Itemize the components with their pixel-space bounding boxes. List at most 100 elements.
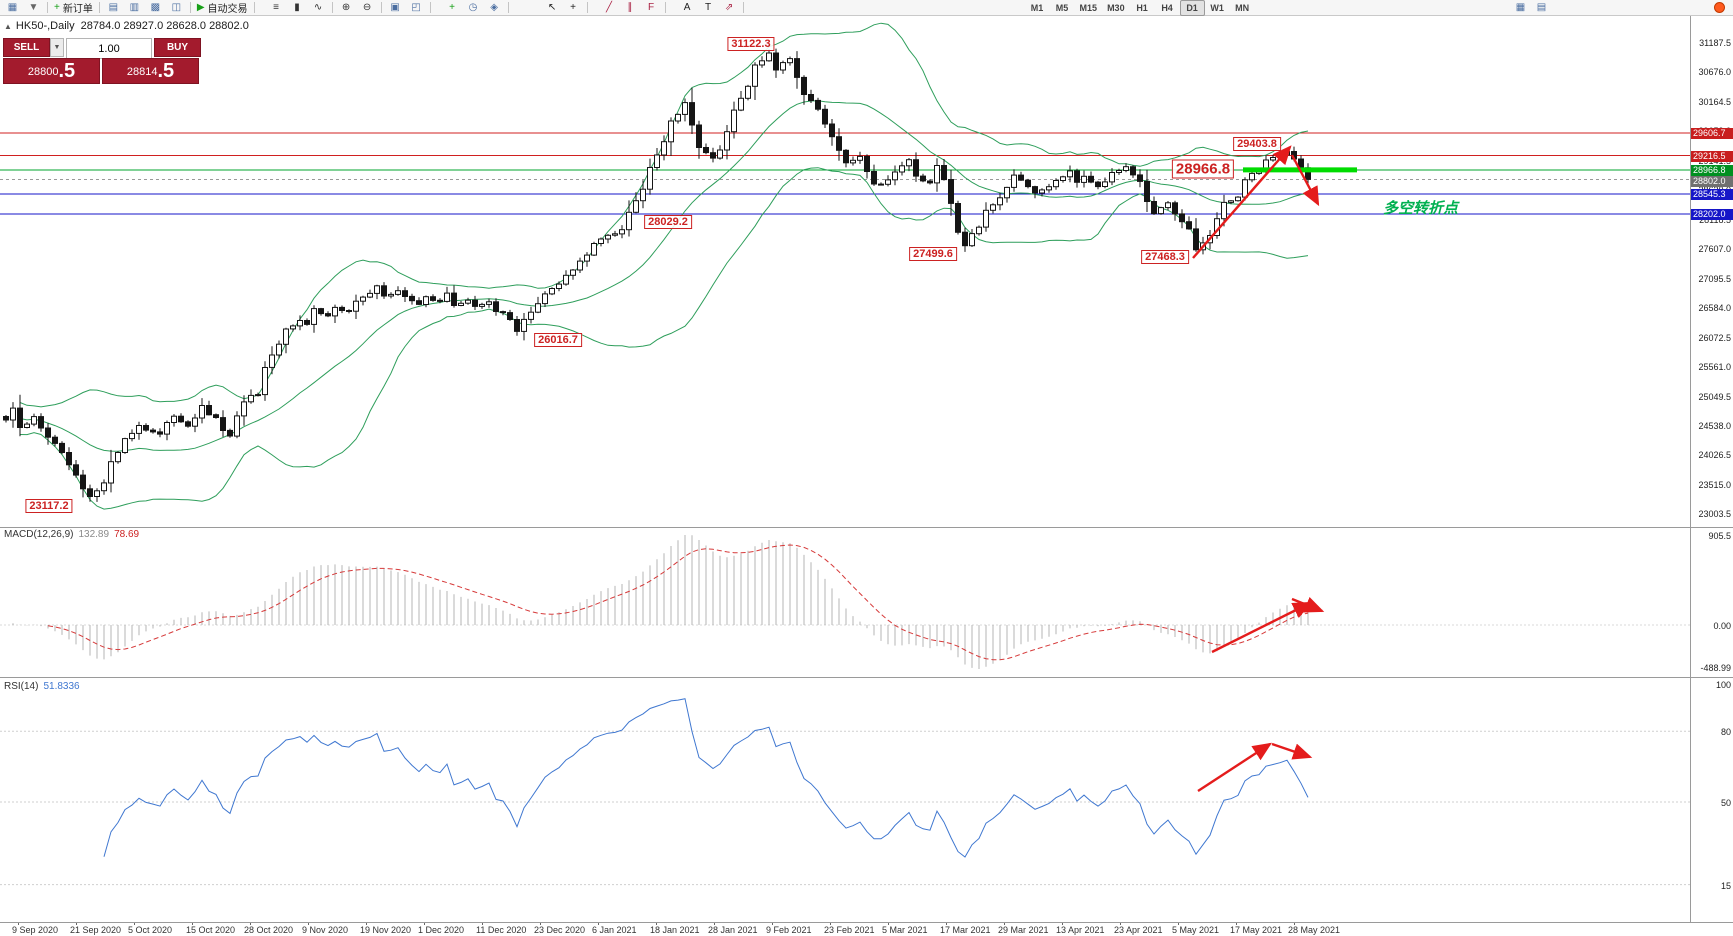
price-axis[interactable]: 905.5 0.00 -488.99 100 80 50 15 31187.5 30676.0 3… bbox=[1691, 16, 1733, 922]
buy-price-button[interactable]: 28814.5 bbox=[102, 58, 199, 84]
price-callout-28966.8[interactable]: 28966.8 bbox=[1171, 159, 1235, 179]
trend-arrow[interactable] bbox=[1197, 742, 1273, 793]
buy-button[interactable]: BUY bbox=[154, 38, 201, 57]
macd-axis-label: -488.99 bbox=[1700, 663, 1731, 673]
fibonacci-icon[interactable]: F bbox=[641, 0, 662, 16]
bar-chart-icon[interactable]: ≡ bbox=[266, 0, 287, 16]
price-callout-27468.3[interactable]: 27468.3 bbox=[1141, 250, 1189, 264]
timeframe-mn[interactable]: MN bbox=[1230, 0, 1255, 16]
toolbar-separator bbox=[331, 2, 333, 13]
price-callout-29403.8[interactable]: 29403.8 bbox=[1233, 137, 1281, 151]
timeframe-h1[interactable]: H1 bbox=[1130, 0, 1155, 16]
price-axis-label: 31187.5 bbox=[1699, 38, 1731, 48]
data-window-icon[interactable]: ▥ bbox=[124, 0, 145, 16]
cascade-windows-icon: ◰ bbox=[411, 1, 421, 13]
macd-panel-canvas[interactable] bbox=[0, 527, 1690, 677]
zoom-out-icon[interactable]: ⊖ bbox=[357, 0, 378, 16]
time-axis-label: 28 Jan 2021 bbox=[708, 925, 758, 935]
timeframe-m1-label: M1 bbox=[1030, 2, 1044, 13]
price-callout-31122.3[interactable]: 31122.3 bbox=[727, 37, 775, 51]
time-tick bbox=[598, 922, 599, 925]
trend-arrow[interactable] bbox=[1271, 742, 1313, 760]
turning-point-annotation[interactable]: 多空转折点 bbox=[1383, 200, 1459, 217]
time-axis-label: 19 Nov 2020 bbox=[360, 925, 412, 935]
crosshair-icon[interactable]: + bbox=[563, 0, 584, 16]
new-order-button[interactable]: + 新订单 bbox=[51, 0, 96, 16]
autotrading-button[interactable]: ▶ 自动交易 bbox=[194, 0, 251, 16]
arrow-object-icon[interactable]: ⇗ bbox=[719, 0, 740, 16]
sell-price-button[interactable]: 28800.5 bbox=[3, 58, 100, 84]
rsi-value: 51.8336 bbox=[43, 681, 80, 692]
panel-collapse-icon[interactable]: ▲ bbox=[4, 22, 12, 31]
timeframe-h4[interactable]: H4 bbox=[1155, 0, 1180, 16]
main-chart-canvas[interactable] bbox=[0, 16, 1690, 527]
panel-separator[interactable] bbox=[0, 922, 1733, 923]
help-docs-icon: ▤ bbox=[1536, 2, 1547, 13]
rsi-panel-canvas[interactable] bbox=[0, 677, 1690, 922]
time-tick bbox=[540, 922, 541, 925]
trade-options-caret-icon[interactable]: ▼ bbox=[50, 38, 64, 57]
text-label-icon[interactable]: A bbox=[677, 0, 698, 16]
toolbar-group: ╱ ∥ F bbox=[599, 0, 662, 16]
time-axis-label: 29 Mar 2021 bbox=[998, 925, 1049, 935]
time-tick bbox=[192, 922, 193, 925]
price-callout-27499.6[interactable]: 27499.6 bbox=[909, 247, 957, 261]
toolbar-group: A T ⇗ bbox=[677, 0, 740, 16]
time-tick bbox=[424, 922, 425, 925]
toolbar-group: ▤ ▥ ▩ ◫ bbox=[103, 0, 187, 16]
time-axis-label: 23 Dec 2020 bbox=[534, 925, 586, 935]
chart-list-icon[interactable]: ▼ bbox=[23, 0, 44, 16]
timeframe-w1[interactable]: W1 bbox=[1205, 0, 1230, 16]
time-axis-label: 5 May 2021 bbox=[1172, 925, 1220, 935]
channel-icon[interactable]: ∥ bbox=[620, 0, 641, 16]
time-tick bbox=[714, 922, 715, 925]
price-callout-26016.7[interactable]: 26016.7 bbox=[534, 333, 582, 347]
panel-separator[interactable] bbox=[0, 677, 1733, 678]
trend-arrow[interactable] bbox=[1290, 154, 1320, 207]
cursor-icon[interactable]: ↖ bbox=[542, 0, 563, 16]
macd-signal-line bbox=[47, 544, 1309, 661]
help-docs-icon[interactable]: ▤ bbox=[1531, 0, 1552, 16]
window-list-icon[interactable]: ▦ bbox=[1510, 0, 1531, 16]
sell-price-frac: .5 bbox=[58, 60, 76, 82]
time-axis-label: 21 Sep 2020 bbox=[70, 925, 122, 935]
price-tag-29216.5: 29216.5 bbox=[1691, 150, 1733, 162]
panel-separator[interactable] bbox=[0, 527, 1733, 528]
trendline-icon[interactable]: ╱ bbox=[599, 0, 620, 16]
new-chart-icon[interactable]: ▦ bbox=[2, 0, 23, 16]
price-callout-23117.2[interactable]: 23117.2 bbox=[25, 499, 73, 513]
add-indicator-icon[interactable]: + bbox=[442, 0, 463, 16]
market-watch-icon[interactable]: ▤ bbox=[103, 0, 124, 16]
zoom-out-icon: ⊖ bbox=[362, 1, 372, 13]
text-icon[interactable]: T bbox=[698, 0, 719, 16]
trend-arrow[interactable] bbox=[1211, 601, 1313, 654]
price-axis-label: 24026.5 bbox=[1698, 450, 1731, 461]
template-icon[interactable]: ◈ bbox=[484, 0, 505, 16]
price-callout-28029.2[interactable]: 28029.2 bbox=[644, 215, 692, 229]
horizontal-lines[interactable] bbox=[0, 132, 1690, 215]
terminal-icon[interactable]: ◫ bbox=[166, 0, 187, 16]
candles-series bbox=[3, 48, 1311, 502]
cascade-windows-icon[interactable]: ◰ bbox=[406, 0, 427, 16]
price-axis-label: 23003.5 bbox=[1698, 509, 1731, 520]
navigator-icon[interactable]: ▩ bbox=[145, 0, 166, 16]
period-icon[interactable]: ◷ bbox=[463, 0, 484, 16]
timeframe-m1[interactable]: M1 bbox=[1025, 0, 1050, 16]
sell-button[interactable]: SELL bbox=[3, 38, 50, 57]
timeframe-m15[interactable]: M15 bbox=[1075, 0, 1103, 16]
toolbar-group: M1 M5 M15 M30 H1 H4 D1 W1 MN bbox=[1025, 0, 1255, 16]
timeframe-m30[interactable]: M30 bbox=[1102, 0, 1130, 16]
volume-input[interactable] bbox=[66, 38, 152, 59]
time-axis[interactable]: 9 Sep 2020 21 Sep 2020 5 Oct 2020 15 Oct 20… bbox=[0, 922, 1690, 936]
trend-arrow[interactable] bbox=[1192, 145, 1292, 259]
zoom-in-icon[interactable]: ⊕ bbox=[336, 0, 357, 16]
line-chart-icon[interactable]: ∿ bbox=[308, 0, 329, 16]
tile-windows-icon[interactable]: ▣ bbox=[385, 0, 406, 16]
candlestick-chart-icon[interactable]: ▮ bbox=[287, 0, 308, 16]
price-axis-label: 26584.0 bbox=[1698, 303, 1731, 314]
timeframe-m5[interactable]: M5 bbox=[1050, 0, 1075, 16]
timeframe-d1[interactable]: D1 bbox=[1179, 0, 1205, 16]
toolbar-group: ↖ + bbox=[542, 0, 584, 16]
trend-arrow[interactable] bbox=[1291, 596, 1325, 613]
